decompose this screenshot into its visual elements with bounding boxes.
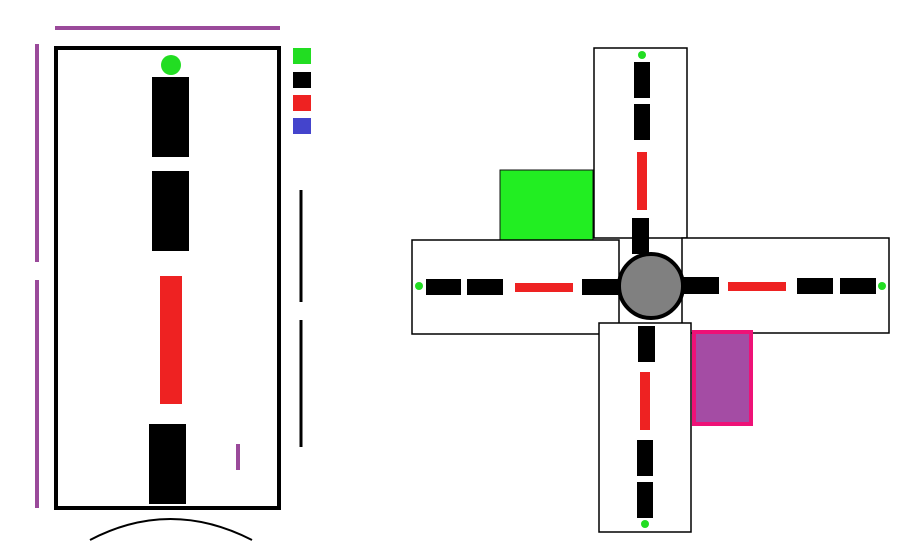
rpi-board — [499, 169, 594, 241]
wheel-hub — [617, 252, 685, 320]
arm-bottom-resistor — [640, 372, 650, 430]
wheel-assembly — [411, 47, 890, 533]
board-outline — [54, 46, 281, 510]
arm-top-resistor — [637, 152, 647, 210]
arm-left — [411, 239, 620, 335]
left-board-drawing — [6, 26, 341, 541]
arm-bottom-spi-ic-1 — [637, 440, 653, 476]
legend-swatch-rgb-leds — [293, 118, 311, 134]
arm-top — [593, 47, 688, 254]
arm-top-spi-chip — [632, 218, 649, 254]
arm-right-hall-sensor — [878, 282, 886, 290]
arm-bottom-spi-ic-2 — [637, 482, 653, 518]
arm-right-spi-chip — [683, 277, 719, 294]
arm-right-spi-ic-2 — [840, 278, 876, 294]
arm-bottom-spi-chip — [638, 326, 655, 362]
resistor — [160, 276, 182, 404]
spi-chip — [149, 424, 186, 504]
arm-left-hall-sensor — [415, 282, 423, 290]
arm-right-resistor — [728, 282, 786, 291]
arm-left-resistor — [515, 283, 573, 292]
spi-ic-2 — [152, 171, 189, 251]
arm-left-spi-ic-2 — [467, 279, 503, 295]
legend-swatch-resistors — [293, 95, 311, 111]
arm-left-spi-chip — [582, 279, 618, 295]
battery — [692, 330, 753, 426]
arm-right — [681, 237, 890, 334]
arm-top-spi-ic-1 — [634, 62, 650, 98]
wheel-center-arc — [89, 518, 253, 541]
arm-left-spi-ic-1 — [426, 279, 461, 295]
spi-ic-1 — [152, 77, 189, 157]
arm-right-spi-ic-1 — [797, 278, 833, 294]
hall-sensor — [161, 55, 181, 75]
arm-top-spi-ic-2 — [634, 104, 650, 140]
arm-bottom-hall-sensor — [641, 520, 649, 528]
legend — [293, 48, 311, 134]
legend-swatch-hall-sensor — [293, 48, 311, 64]
arm-top-hall-sensor — [638, 51, 646, 59]
arm-bottom — [598, 322, 692, 533]
legend-swatch-spi-ic — [293, 72, 311, 88]
